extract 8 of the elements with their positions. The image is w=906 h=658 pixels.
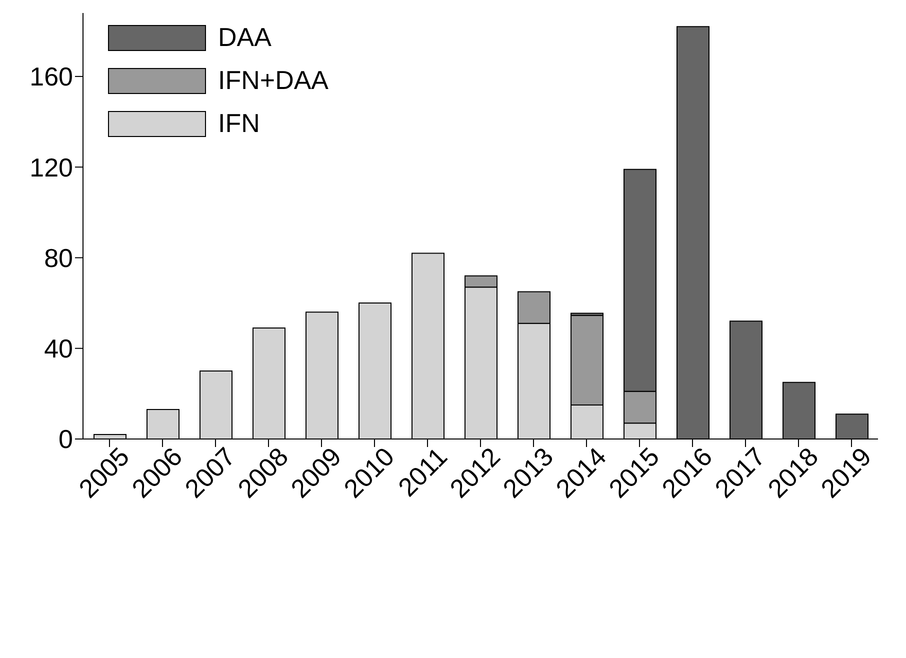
y-tick-label: 160 xyxy=(30,62,73,92)
legend-label: IFN xyxy=(218,108,260,139)
y-tick-label: 80 xyxy=(44,242,73,273)
y-tick-label: 0 xyxy=(58,424,73,454)
legend-label: DAA xyxy=(218,22,272,53)
legend-label: IFN+DAA xyxy=(218,65,329,96)
y-tick-label: 120 xyxy=(30,152,73,182)
y-tick-label: 40 xyxy=(44,334,73,364)
